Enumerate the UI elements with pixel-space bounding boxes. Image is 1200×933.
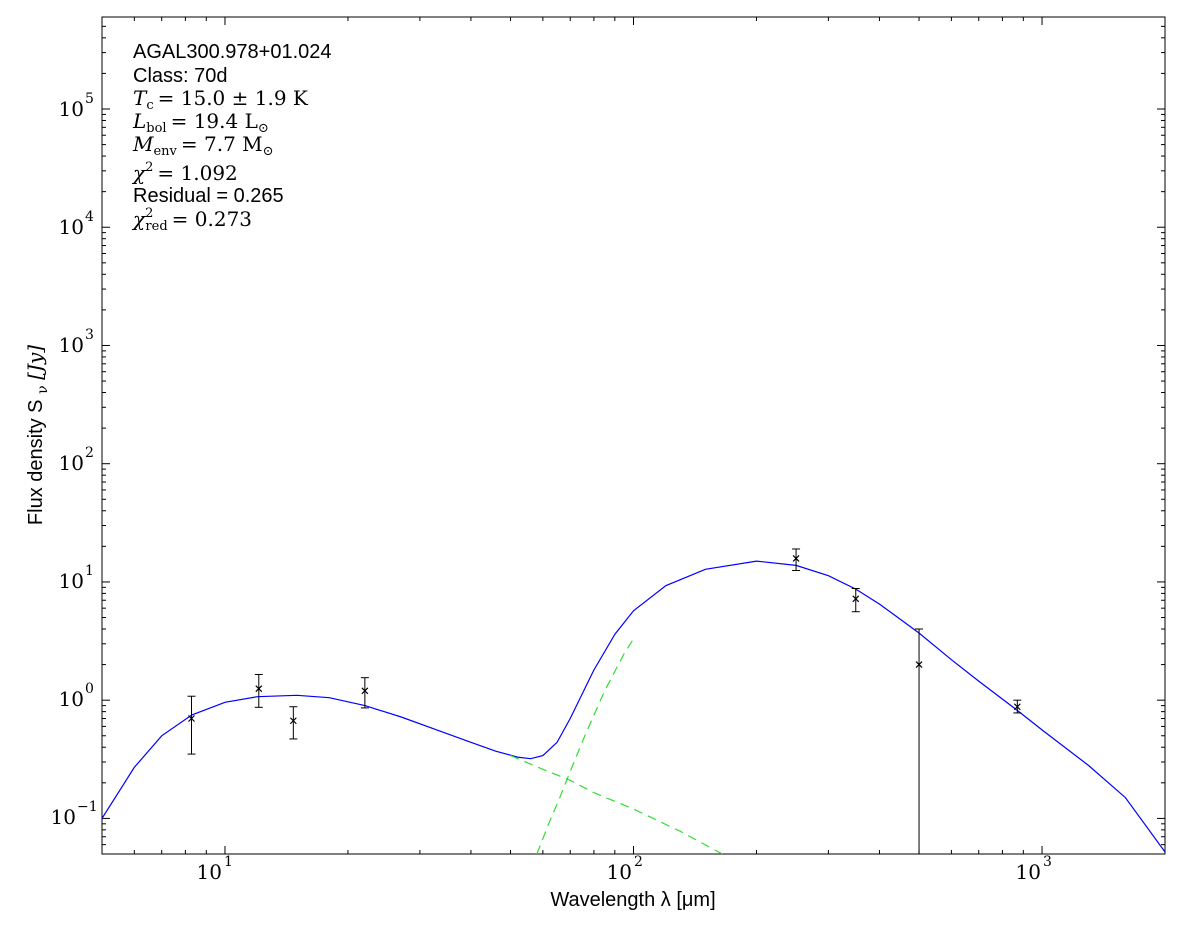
y-tick-label-1: 10 — [59, 569, 84, 593]
x-tick-label-10-exp: 1 — [224, 854, 233, 870]
y-tick-label-1-exp: 1 — [85, 563, 94, 579]
y-axis-label-text: Flux density S — [25, 399, 47, 525]
point-marker — [289, 717, 297, 725]
menv-annotation: Menv = 7.7 M⊙ — [132, 132, 274, 159]
warm-component-curve — [510, 755, 723, 854]
y-tick-label-4-exp: 4 — [85, 209, 94, 225]
x-tick-label-1000: 10 — [1016, 860, 1041, 884]
chi2-annotation: χ2 = 1.092 — [131, 160, 238, 185]
x-axis-label: Wavelength λ [μm] — [550, 889, 715, 911]
model-curves — [102, 560, 1165, 854]
x-tick-labels: 10 1 10 2 10 3 — [197, 854, 1052, 884]
point-marker — [361, 687, 369, 695]
y-tick-label-4: 10 — [59, 215, 84, 239]
data-point — [851, 588, 860, 613]
y-tick-label-5: 10 — [59, 97, 84, 121]
point-marker — [255, 685, 263, 693]
y-tick-label-m1: 10 — [51, 805, 76, 829]
y-tick-label-2: 10 — [59, 451, 84, 475]
point-marker — [792, 555, 800, 562]
residual-annotation: Residual = 0.265 — [133, 185, 284, 207]
cold-component-curve — [536, 638, 635, 854]
point-marker — [852, 595, 860, 603]
data-point — [360, 677, 369, 709]
chired-annotation: χ2 red = 0.273 — [131, 206, 252, 234]
tc-annotation: Tc = 15.0 ± 1.9 K — [133, 86, 309, 113]
y-axis-label-unit: [Jy] — [23, 345, 47, 380]
point-marker — [915, 661, 923, 669]
data-point — [254, 673, 263, 708]
data-point — [1013, 699, 1022, 714]
data-point — [915, 628, 924, 854]
svg-text:Flux density S ν [: Flux density S ν [Jy] — [23, 345, 52, 525]
y-tick-label-2-exp: 2 — [85, 445, 94, 461]
annotation-block: AGAL300.978+01.024 Class: 70d Tc = 15.0 ±… — [131, 41, 332, 234]
x-tick-label-10: 10 — [197, 860, 222, 884]
y-tick-label-5-exp: 5 — [85, 91, 94, 107]
data-point — [792, 548, 801, 571]
axis-ticks — [101, 16, 1166, 855]
lbol-annotation: Lbol = 19.4 L⊙ — [132, 109, 269, 136]
x-tick-label-1000-exp: 3 — [1043, 854, 1052, 870]
data-point — [187, 695, 196, 755]
y-axis-label: Flux density S ν [Jy] — [23, 345, 52, 525]
y-axis-label-sub: ν — [35, 385, 51, 394]
x-tick-label-100: 10 — [607, 860, 632, 884]
point-marker — [1013, 703, 1021, 711]
y-tick-label-0: 10 — [59, 687, 84, 711]
y-tick-labels: 10 −1 10 0 10 1 10 2 10 3 10 4 10 5 — [51, 91, 98, 829]
x-tick-label-100-exp: 2 — [634, 854, 643, 870]
source-name: AGAL300.978+01.024 — [133, 41, 332, 63]
class-label: Class: 70d — [133, 65, 228, 87]
data-points — [187, 548, 1022, 854]
y-tick-label-m1-exp: −1 — [77, 799, 98, 815]
y-tick-label-3: 10 — [59, 333, 84, 357]
data-point — [289, 706, 298, 740]
point-marker — [188, 715, 195, 722]
total-fit-curve — [102, 560, 1165, 853]
y-tick-label-3-exp: 3 — [85, 327, 94, 343]
y-tick-label-0-exp: 0 — [85, 681, 94, 697]
